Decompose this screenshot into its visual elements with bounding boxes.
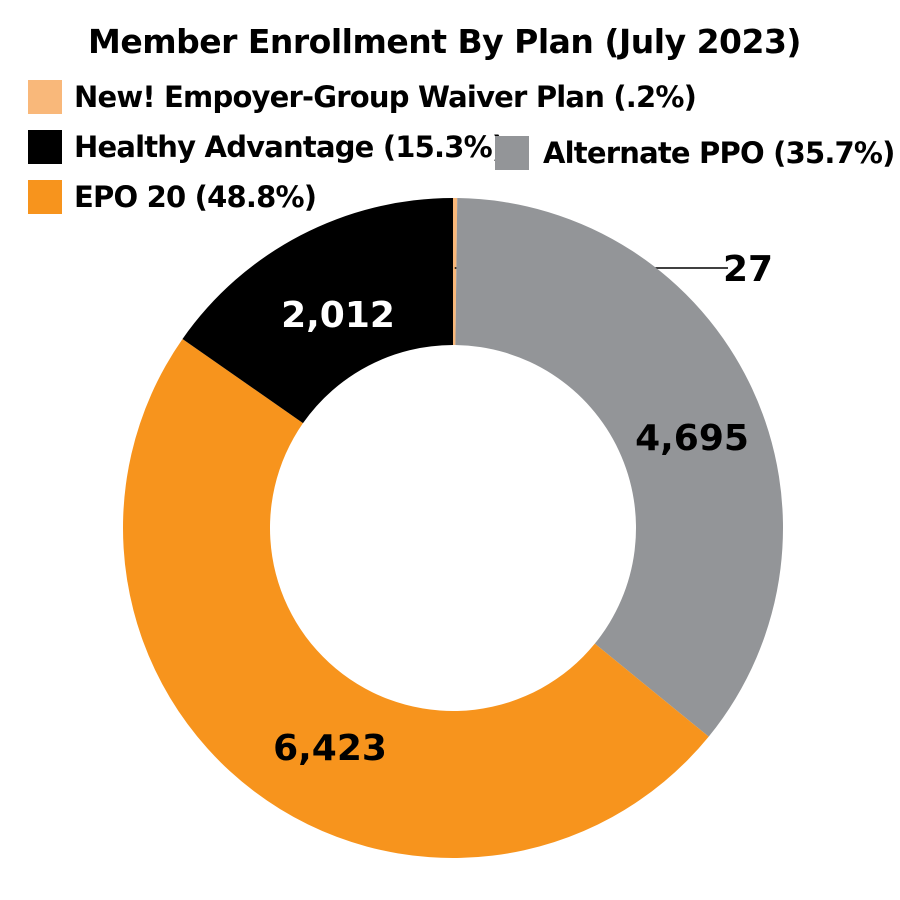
legend-swatch-epo-20: [28, 180, 62, 214]
slice-label-healthy-advantage: 2,012: [281, 295, 395, 336]
legend-item-waiver-plan: New! Empoyer-Group Waiver Plan (.2%): [28, 80, 697, 114]
chart-title-text: Member Enrollment By Plan (July 2023): [88, 22, 802, 61]
slice-new-empoyer-group-waiver-plan: [453, 198, 458, 346]
legend-label-epo-20: EPO 20 (48.8%): [74, 180, 317, 214]
legend-swatch-healthy-advantage: [28, 130, 62, 164]
slice-alternate-ppo: [455, 198, 783, 737]
slice-label-new-empoyer-group-waiver-plan: 27: [723, 249, 773, 290]
legend-swatch-alternate-ppo: [495, 136, 529, 170]
legend-label-healthy-advantage: Healthy Advantage (15.3%): [74, 130, 505, 164]
legend-swatch-waiver-plan: [28, 80, 62, 114]
slice-label-epo-20: 6,423: [273, 728, 387, 769]
legend-item-healthy-advantage: Healthy Advantage (15.3%): [28, 130, 505, 164]
legend-label-alternate-ppo: Alternate PPO (35.7%): [543, 136, 895, 170]
legend-item-alternate-ppo: Alternate PPO (35.7%): [495, 136, 895, 170]
slice-healthy-advantage: [182, 198, 453, 424]
legend-label-waiver-plan: New! Empoyer-Group Waiver Plan (.2%): [74, 80, 697, 114]
legend-item-epo-20: EPO 20 (48.8%): [28, 180, 317, 214]
slice-label-alternate-ppo: 4,695: [635, 418, 749, 459]
slice-epo-20: [123, 338, 709, 858]
